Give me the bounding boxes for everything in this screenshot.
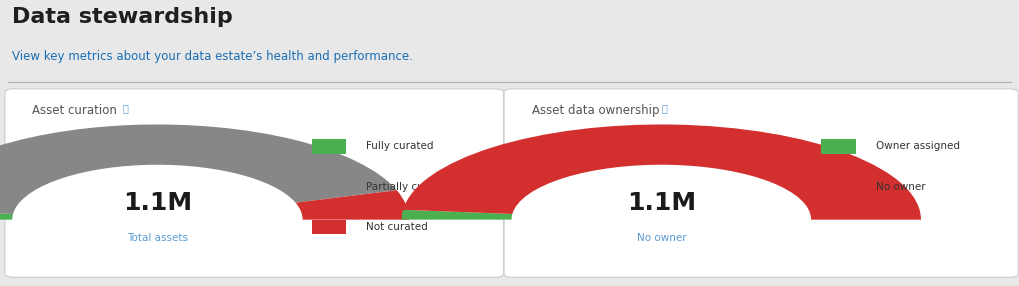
Text: Partially curated: Partially curated [366,182,451,192]
Text: No owner: No owner [876,182,925,192]
Text: View key metrics about your data estate’s health and performance.: View key metrics about your data estate’… [12,50,413,63]
Bar [821,139,856,154]
Text: Owner assigned: Owner assigned [876,142,960,151]
Text: No owner: No owner [637,233,686,243]
Bar [312,139,346,154]
Bar [312,220,346,234]
Wedge shape [401,210,513,220]
FancyBboxPatch shape [504,89,1018,277]
Bar [821,179,856,194]
FancyBboxPatch shape [5,89,503,277]
Text: ⓘ: ⓘ [122,104,128,114]
Wedge shape [404,124,921,220]
Text: Total assets: Total assets [127,233,187,243]
Wedge shape [0,124,396,214]
Text: Fully curated: Fully curated [366,142,433,151]
Bar [312,179,346,194]
Text: 1.1M: 1.1M [123,191,192,215]
Wedge shape [296,190,410,220]
Text: Not curated: Not curated [366,222,427,232]
Wedge shape [0,210,13,220]
Text: Data stewardship: Data stewardship [12,7,233,27]
Text: ⓘ: ⓘ [661,104,667,114]
Text: Asset data ownership: Asset data ownership [532,104,659,117]
Text: Asset curation: Asset curation [32,104,116,117]
Text: 1.1M: 1.1M [627,191,696,215]
